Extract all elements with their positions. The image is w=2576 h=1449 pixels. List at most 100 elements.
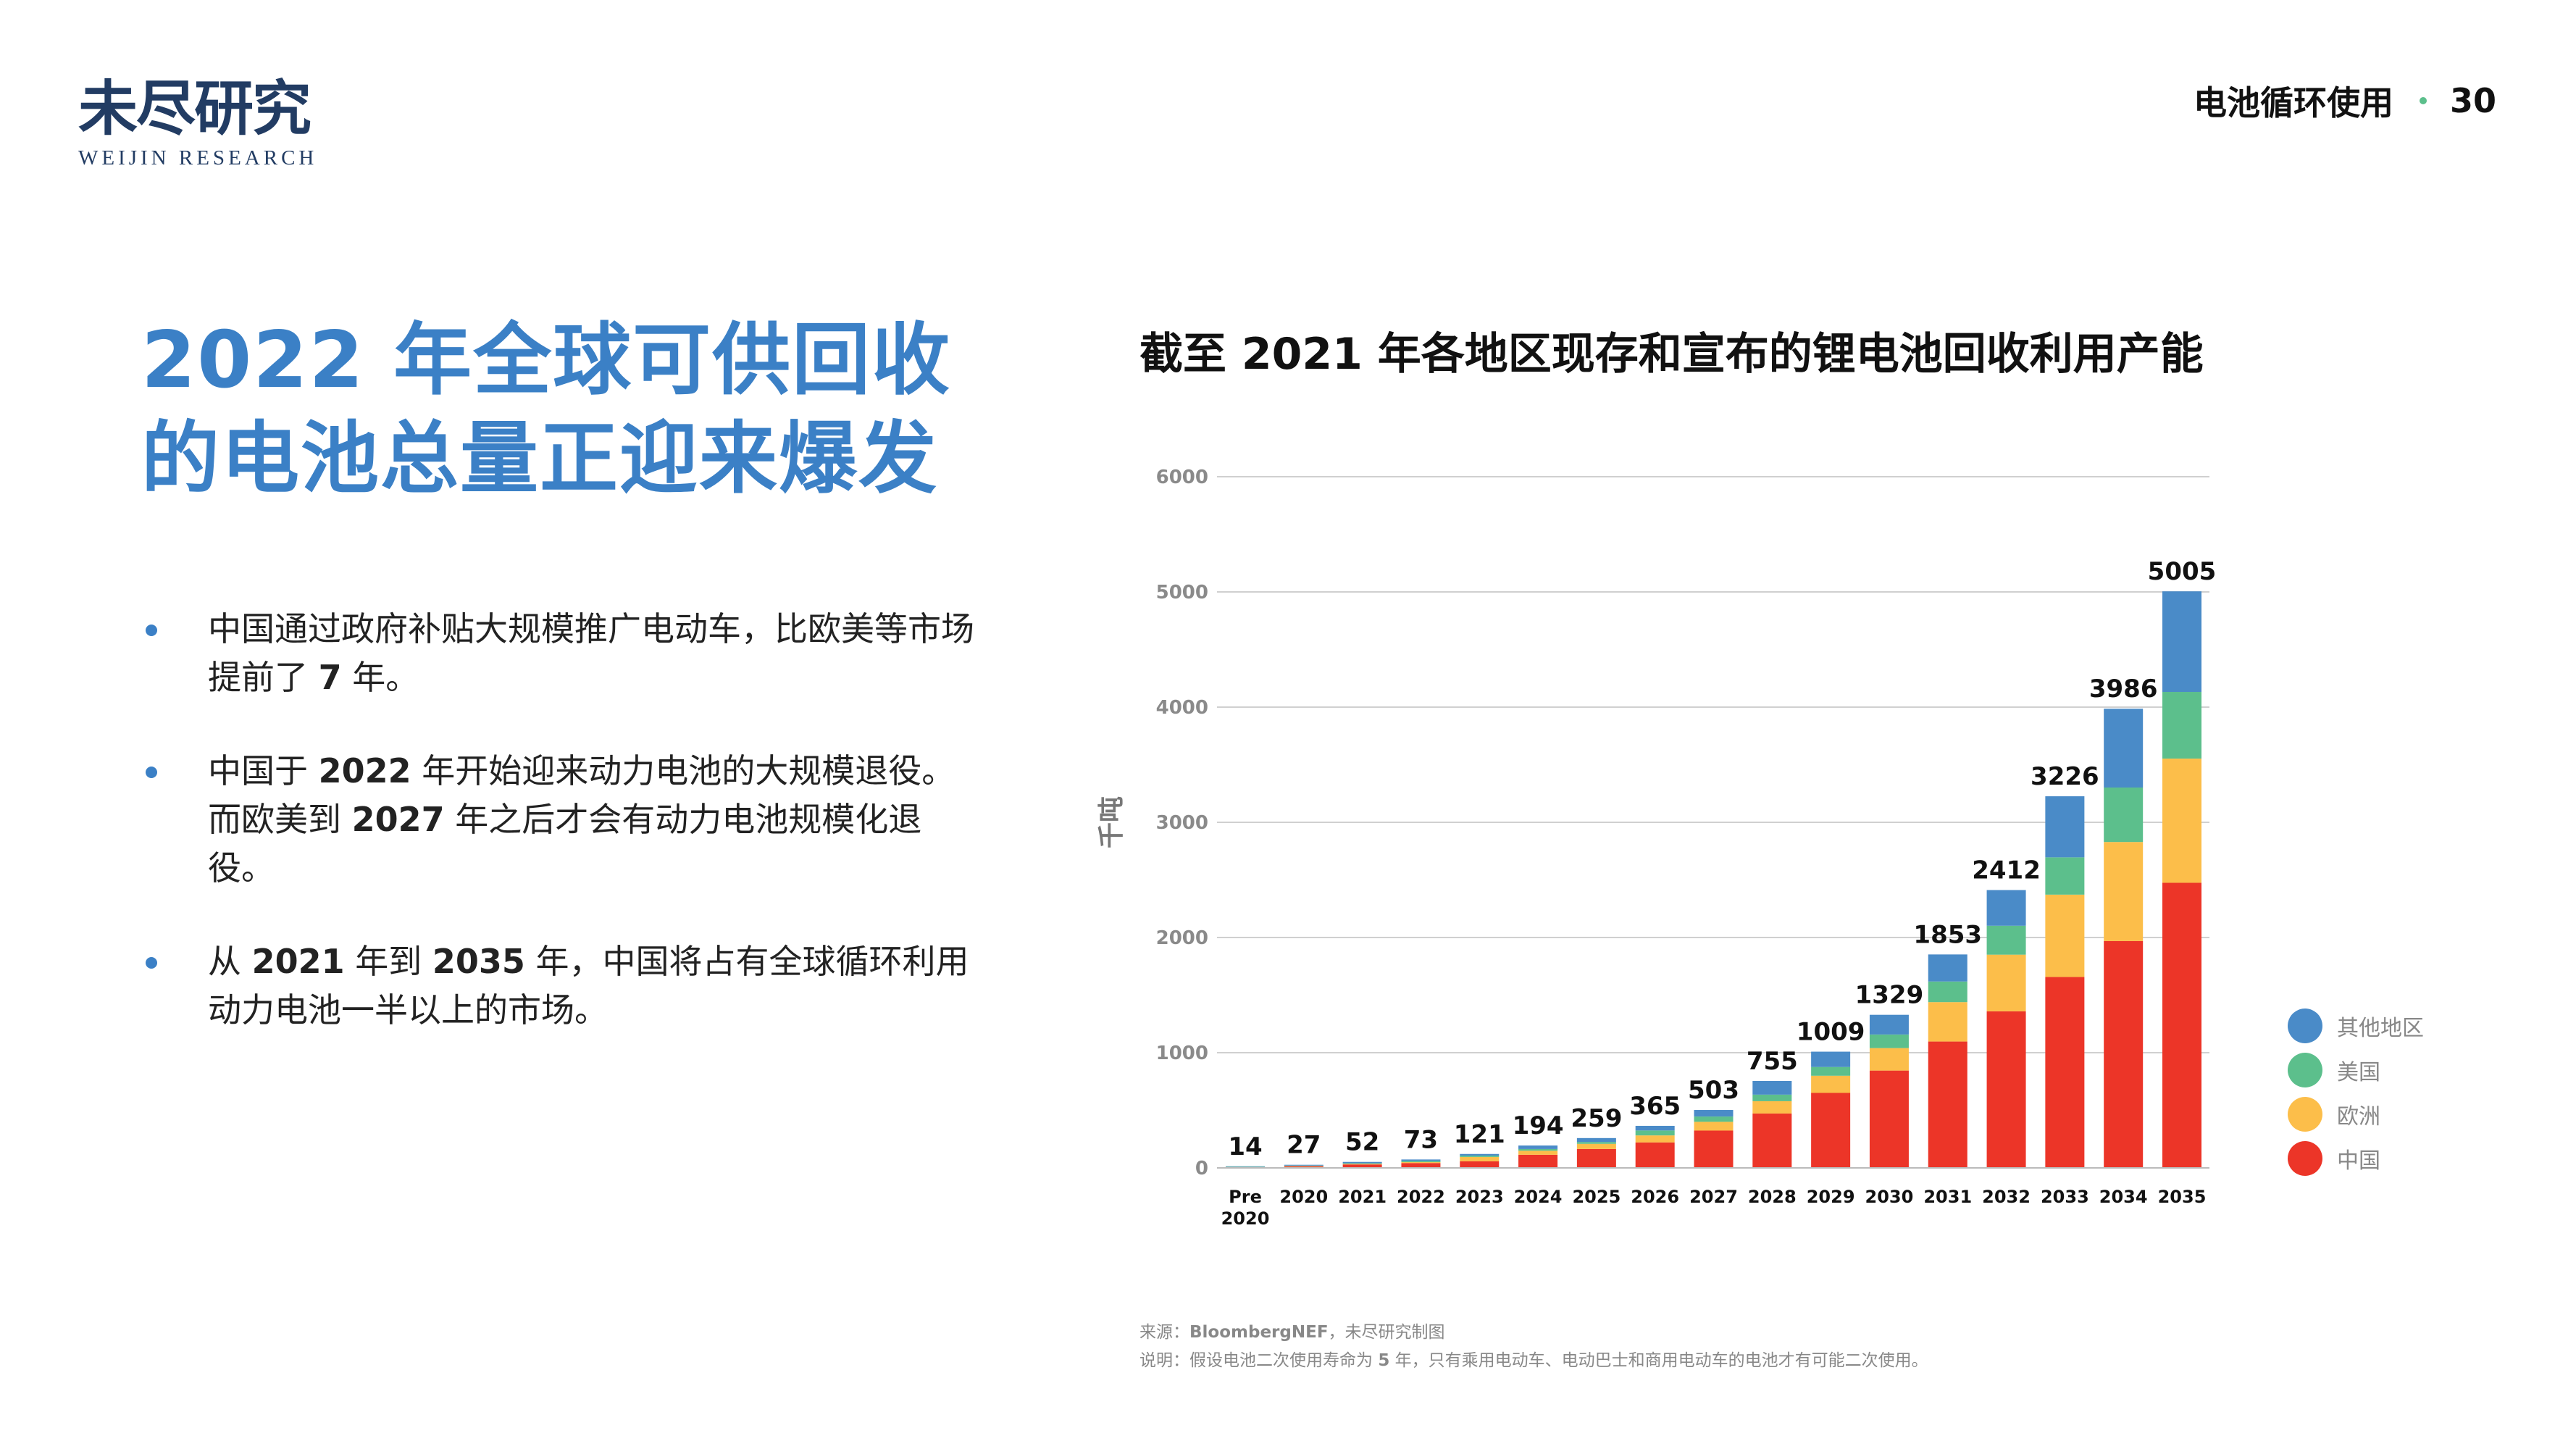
bar-total-label: 2412 xyxy=(1972,856,2041,885)
bar-total-label: 755 xyxy=(1747,1047,1798,1076)
x-tick-label: 2026 xyxy=(1631,1187,1679,1207)
bar-segment xyxy=(2045,857,2085,895)
footnote: 来源：BloombergNEF，未尽研究制图 说明：假设电池二次使用寿命为 5 … xyxy=(1139,1319,1928,1375)
bar-segment xyxy=(1401,1162,1441,1164)
bar-segment xyxy=(1576,1142,1616,1144)
bar-segment xyxy=(1576,1137,1616,1143)
x-tick-label: 2032 xyxy=(1982,1187,2031,1207)
x-tick-label: 2028 xyxy=(1748,1187,1797,1207)
bar-total-label: 365 xyxy=(1629,1092,1681,1121)
logo-cn: 未尽研究 xyxy=(78,74,311,143)
bar-segment xyxy=(1752,1080,1792,1095)
x-tick-label: 2022 xyxy=(1397,1187,1445,1207)
legend-item: 其他地区 xyxy=(2288,1003,2424,1048)
bar-segment xyxy=(1986,954,2026,1011)
bar-segment xyxy=(1986,1011,2026,1168)
bar-segment xyxy=(1752,1101,1792,1114)
bar-segment xyxy=(1401,1163,1441,1168)
bar-segment xyxy=(1752,1094,1792,1101)
bar-total-label: 3986 xyxy=(2089,675,2158,703)
bar-segment xyxy=(1986,890,2026,926)
x-tick-label: 2033 xyxy=(2041,1187,2089,1207)
x-tick-label: 2025 xyxy=(1572,1187,1621,1207)
bar-segment xyxy=(1226,1166,1265,1167)
bar-total-label: 27 xyxy=(1287,1131,1321,1160)
page-title-line-2: 的电池总量正迎来爆发 xyxy=(141,414,939,504)
y-tick-label: 0 xyxy=(1195,1158,1208,1179)
bar-segment xyxy=(2045,894,2085,977)
bar-total-label: 1329 xyxy=(1855,981,1924,1010)
bar-segment xyxy=(1576,1148,1616,1168)
header-section: 电池循环使用 30 xyxy=(2194,77,2496,125)
chart-title: 截至 2021 年各地区现存和宣布的锂电池回收利用产能 xyxy=(1139,329,2204,380)
bar-segment xyxy=(1460,1153,1500,1156)
y-tick-label: 4000 xyxy=(1156,697,1208,719)
bar-total-label: 259 xyxy=(1571,1104,1622,1133)
bar-segment xyxy=(1694,1116,1734,1122)
bar-total-label: 52 xyxy=(1345,1128,1379,1157)
legend-label: 其他地区 xyxy=(2337,1015,2424,1041)
x-tick-label: 2027 xyxy=(1689,1187,1738,1207)
bar-segment xyxy=(1811,1093,1851,1168)
bar-segment xyxy=(1635,1130,1675,1136)
bar-segment xyxy=(2162,759,2201,883)
y-tick-label: 2000 xyxy=(1156,927,1208,949)
bar-segment xyxy=(1401,1161,1441,1163)
x-tick-label: Pre 2020 xyxy=(1221,1187,1270,1229)
bar-total-label: 3226 xyxy=(2031,762,2099,791)
bar-segment xyxy=(1694,1130,1734,1168)
bar-segment xyxy=(1284,1166,1323,1168)
legend-swatch-icon xyxy=(2288,1052,2322,1087)
bar-segment xyxy=(1635,1125,1675,1131)
y-axis-label: 千吨 xyxy=(1097,796,1126,848)
bar-segment xyxy=(1869,1048,1909,1071)
bar-segment xyxy=(1226,1166,1265,1168)
legend-item: 美国 xyxy=(2288,1048,2424,1092)
bar-segment xyxy=(1928,981,1967,1003)
bar-segment xyxy=(1342,1164,1382,1168)
bullet-item: 从 2021 年到 2035 年，中国将占有全球循环利用动力电池一半以上的市场。 xyxy=(141,938,974,1035)
bar-segment xyxy=(1869,1070,1909,1168)
legend-label: 欧洲 xyxy=(2337,1103,2380,1129)
bar-segment xyxy=(1284,1164,1323,1166)
logo: 未尽研究 WEIJIN RESEARCH xyxy=(78,72,339,170)
page-title-line-1: 2022 年全球可供回收 xyxy=(141,315,952,406)
x-tick-label: 2023 xyxy=(1455,1187,1504,1207)
bar-segment xyxy=(1576,1143,1616,1149)
bar-segment xyxy=(1460,1161,1500,1168)
bar-segment xyxy=(1928,1041,1967,1168)
x-tick-label: 2030 xyxy=(1865,1187,1914,1207)
bar-total-label: 14 xyxy=(1228,1132,1262,1161)
bar-segment xyxy=(1518,1148,1558,1151)
legend-item: 欧洲 xyxy=(2288,1092,2424,1136)
bar-total-label: 1853 xyxy=(1913,920,1982,949)
x-tick-label: 2035 xyxy=(2158,1187,2207,1207)
bar-segment xyxy=(1518,1145,1558,1149)
bar-segment xyxy=(2162,692,2201,759)
legend-label: 美国 xyxy=(2337,1059,2380,1085)
bar-segment xyxy=(1928,1002,1967,1042)
chart-legend: 其他地区美国欧洲中国 xyxy=(2288,1003,2424,1180)
bar-segment xyxy=(2162,591,2201,693)
page-number: 30 xyxy=(2449,81,2496,120)
bar-segment xyxy=(1811,1066,1851,1076)
x-tick-label: 2031 xyxy=(1923,1187,1972,1207)
bar-segment xyxy=(1811,1075,1851,1093)
x-tick-label: 2020 xyxy=(1279,1187,1328,1207)
separator-dot-icon xyxy=(2419,97,2427,104)
bar-segment xyxy=(1986,925,2026,955)
bar-segment xyxy=(2045,977,2085,1168)
bar-segment xyxy=(1226,1166,1265,1167)
bar-total-label: 5005 xyxy=(2148,557,2217,586)
bar-segment xyxy=(1635,1135,1675,1143)
footnote-source: 来源：BloombergNEF，未尽研究制图 xyxy=(1139,1323,1445,1342)
bar-segment xyxy=(2104,787,2144,843)
x-tick-label: 2024 xyxy=(1514,1187,1563,1207)
y-tick-label: 5000 xyxy=(1156,582,1208,604)
bar-segment xyxy=(1342,1161,1382,1164)
y-tick-label: 3000 xyxy=(1156,812,1208,834)
legend-item: 中国 xyxy=(2288,1136,2424,1180)
bar-segment xyxy=(1518,1151,1558,1155)
legend-swatch-icon xyxy=(2288,1096,2322,1132)
bar-total-label: 73 xyxy=(1404,1125,1438,1154)
